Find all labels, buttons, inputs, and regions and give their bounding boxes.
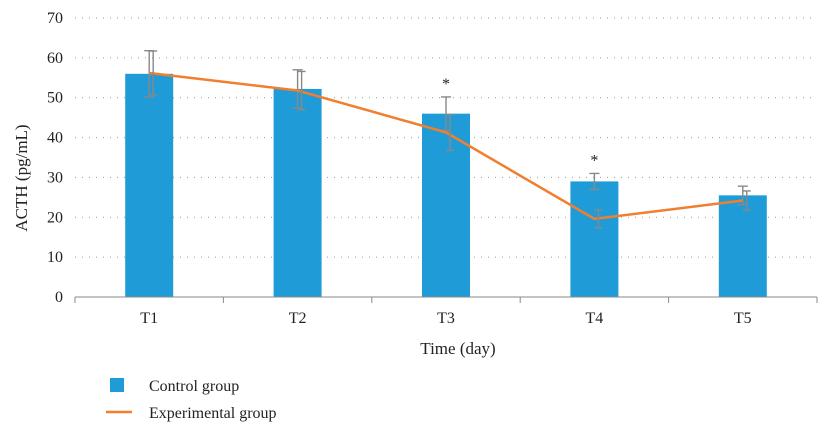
significance-star: * xyxy=(590,152,598,169)
y-axis-title: ACTH (pg/mL) xyxy=(12,124,31,231)
y-tick-label: 70 xyxy=(47,10,63,27)
x-tick-label-t3: T3 xyxy=(437,310,455,327)
error-bar-experimental xyxy=(149,50,158,96)
y-tick-labels: 0 10 20 30 40 50 60 70 xyxy=(47,10,63,306)
bar-control-t1 xyxy=(125,73,174,297)
error-bar-control xyxy=(589,172,600,191)
x-tick-label-t2: T2 xyxy=(289,310,307,327)
x-tick-label-t5: T5 xyxy=(734,310,752,327)
legend-swatch-control xyxy=(110,378,124,392)
bar-series-control xyxy=(125,73,767,298)
error-bar-experimental xyxy=(446,113,454,152)
error-bar-experimental xyxy=(594,209,603,229)
x-tick-label-t4: T4 xyxy=(586,310,604,327)
bar-control-t2 xyxy=(273,88,322,298)
legend: Control group Experimental group xyxy=(106,378,277,422)
x-axis-title: Time (day) xyxy=(420,339,495,358)
y-tick-label: 30 xyxy=(47,169,63,186)
bar-control-t5 xyxy=(718,195,767,297)
line-experimental xyxy=(149,71,743,221)
error-bar-experimental xyxy=(742,190,751,211)
significance-markers: ** xyxy=(442,76,598,170)
y-tick-label: 60 xyxy=(47,50,63,67)
bar-control-t3 xyxy=(422,113,470,298)
y-tick-label: 0 xyxy=(55,289,63,306)
error-bar-experimental xyxy=(297,70,306,111)
line-series-experimental xyxy=(149,71,743,221)
y-tick-label: 10 xyxy=(47,249,63,266)
line-error-bars xyxy=(149,50,751,229)
x-tick-label-t1: T1 xyxy=(140,310,158,327)
legend-label-experimental: Experimental group xyxy=(149,405,277,422)
significance-star: * xyxy=(442,76,450,93)
y-tick-label: 20 xyxy=(47,209,63,226)
x-tick-labels: T1 T2 T3 T4 T5 xyxy=(140,310,751,327)
bar-control-t4 xyxy=(570,181,619,297)
legend-label-control: Control group xyxy=(149,378,239,395)
y-tick-label: 40 xyxy=(47,130,63,147)
y-tick-label: 50 xyxy=(47,90,63,107)
